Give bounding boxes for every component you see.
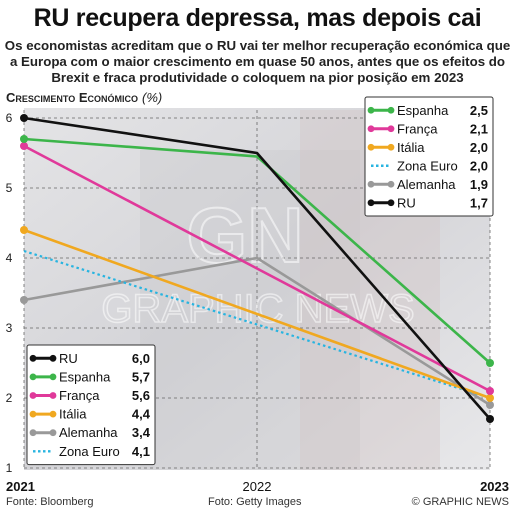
legend-label: Espanha bbox=[59, 369, 111, 384]
legend-swatch-dot bbox=[49, 392, 57, 399]
series-point-2023 bbox=[486, 401, 494, 409]
x-tick-label: 2022 bbox=[243, 479, 272, 494]
series-line-espanha bbox=[23, 137, 491, 364]
legend-label: RU bbox=[397, 195, 416, 210]
legend-2021: RU 6,0 Espanha 5,7 França 5,6 Itália 4,4 Alemanh… bbox=[26, 344, 156, 466]
legend-box bbox=[364, 96, 494, 217]
legend-swatch-dot bbox=[49, 410, 57, 418]
footer-credit: © GRAPHIC NEWS bbox=[411, 496, 509, 508]
watermark-logo: GN bbox=[187, 191, 304, 279]
legend-swatch-dot bbox=[387, 143, 395, 151]
chart-unit: (%) bbox=[142, 90, 163, 105]
series-point-2021 bbox=[20, 296, 28, 304]
data-label: 5,7 bbox=[132, 369, 150, 384]
data-label: 4,1 bbox=[132, 444, 150, 459]
series-point-2021 bbox=[20, 226, 28, 234]
legend-swatch-dot bbox=[387, 125, 395, 133]
legend-swatch-dot bbox=[49, 354, 57, 362]
series-point-2021 bbox=[20, 114, 28, 122]
series-line-alemanha bbox=[23, 256, 491, 407]
legend-2023: Espanha 2,5 França 2,1 Itália 2,0 Zona Euro 2,0… bbox=[364, 96, 494, 217]
legend-swatch-dot bbox=[29, 354, 37, 362]
legend-swatch-dot bbox=[49, 429, 57, 437]
footer-source: Fonte: Bloomberg bbox=[6, 496, 94, 508]
data-label: 6,0 bbox=[132, 351, 150, 366]
legend-label: Zona Euro bbox=[397, 158, 458, 173]
footer-photo: Foto: Getty Images bbox=[208, 496, 302, 508]
x-tick-label: 2021 bbox=[6, 479, 35, 494]
y-tick-label: 4 bbox=[6, 251, 13, 265]
data-label: 1,9 bbox=[470, 177, 488, 192]
y-tick-label: 6 bbox=[6, 111, 13, 125]
data-label: 2,5 bbox=[470, 103, 488, 118]
legend-swatch-dot bbox=[29, 429, 37, 437]
legend-box bbox=[26, 344, 156, 466]
legend-label: França bbox=[397, 121, 438, 136]
series-point-2023 bbox=[486, 415, 494, 423]
legend-swatch-dot bbox=[49, 373, 57, 381]
series-line-ru bbox=[23, 116, 491, 420]
legend-swatch-dot bbox=[29, 373, 37, 381]
series-line-itália bbox=[23, 228, 491, 400]
photo-background-detail bbox=[140, 150, 360, 470]
chart-title: Crescimento Económico (%) bbox=[6, 90, 163, 105]
data-label: 3,4 bbox=[132, 425, 151, 440]
y-tick-label: 5 bbox=[6, 181, 13, 195]
legend-swatch-dot bbox=[29, 392, 37, 399]
legend-label: França bbox=[59, 388, 100, 403]
watermark-text: GRAPHIC NEWS bbox=[101, 287, 414, 331]
series-line-frança bbox=[23, 144, 491, 393]
legend-swatch-dot bbox=[387, 199, 395, 207]
legend-label: Itália bbox=[397, 140, 425, 155]
legend-swatch-dot bbox=[387, 106, 395, 114]
y-tick-label: 2 bbox=[6, 391, 13, 405]
series-point-2021 bbox=[20, 142, 28, 150]
series-line-zona-euro bbox=[23, 249, 491, 400]
legend-swatch-dot bbox=[367, 180, 375, 188]
legend-swatch-dot bbox=[367, 106, 375, 114]
data-label: 2,0 bbox=[470, 140, 488, 155]
legend-swatch-dot bbox=[29, 410, 37, 418]
series-point-2023 bbox=[486, 387, 494, 395]
data-label: 4,4 bbox=[132, 407, 151, 422]
legend-label: Alemanha bbox=[397, 177, 456, 192]
page-title: RU recupera depressa, mas depois cai bbox=[33, 4, 482, 32]
series-point-2023 bbox=[486, 394, 494, 402]
data-label: 2,1 bbox=[470, 121, 488, 136]
series-point-2021 bbox=[20, 135, 28, 143]
data-label: 1,7 bbox=[470, 195, 488, 210]
y-tick-label: 1 bbox=[6, 461, 13, 475]
legend-label: Alemanha bbox=[59, 425, 118, 440]
legend-swatch-dot bbox=[367, 199, 375, 207]
legend-label: Zona Euro bbox=[59, 444, 120, 459]
y-tick-label: 3 bbox=[6, 321, 13, 335]
legend-swatch-dot bbox=[387, 180, 395, 188]
data-label: 2,0 bbox=[470, 158, 488, 173]
legend-label: Espanha bbox=[397, 103, 449, 118]
subtitle: Os economistas acreditam que o RU vai te… bbox=[4, 38, 511, 85]
legend-label: Itália bbox=[59, 407, 87, 422]
series-point-2023 bbox=[486, 359, 494, 367]
data-label: 5,6 bbox=[132, 388, 150, 403]
legend-label: RU bbox=[59, 351, 78, 366]
legend-swatch-dot bbox=[367, 125, 375, 133]
legend-swatch-dot bbox=[367, 143, 375, 151]
x-tick-label: 2023 bbox=[480, 479, 509, 494]
